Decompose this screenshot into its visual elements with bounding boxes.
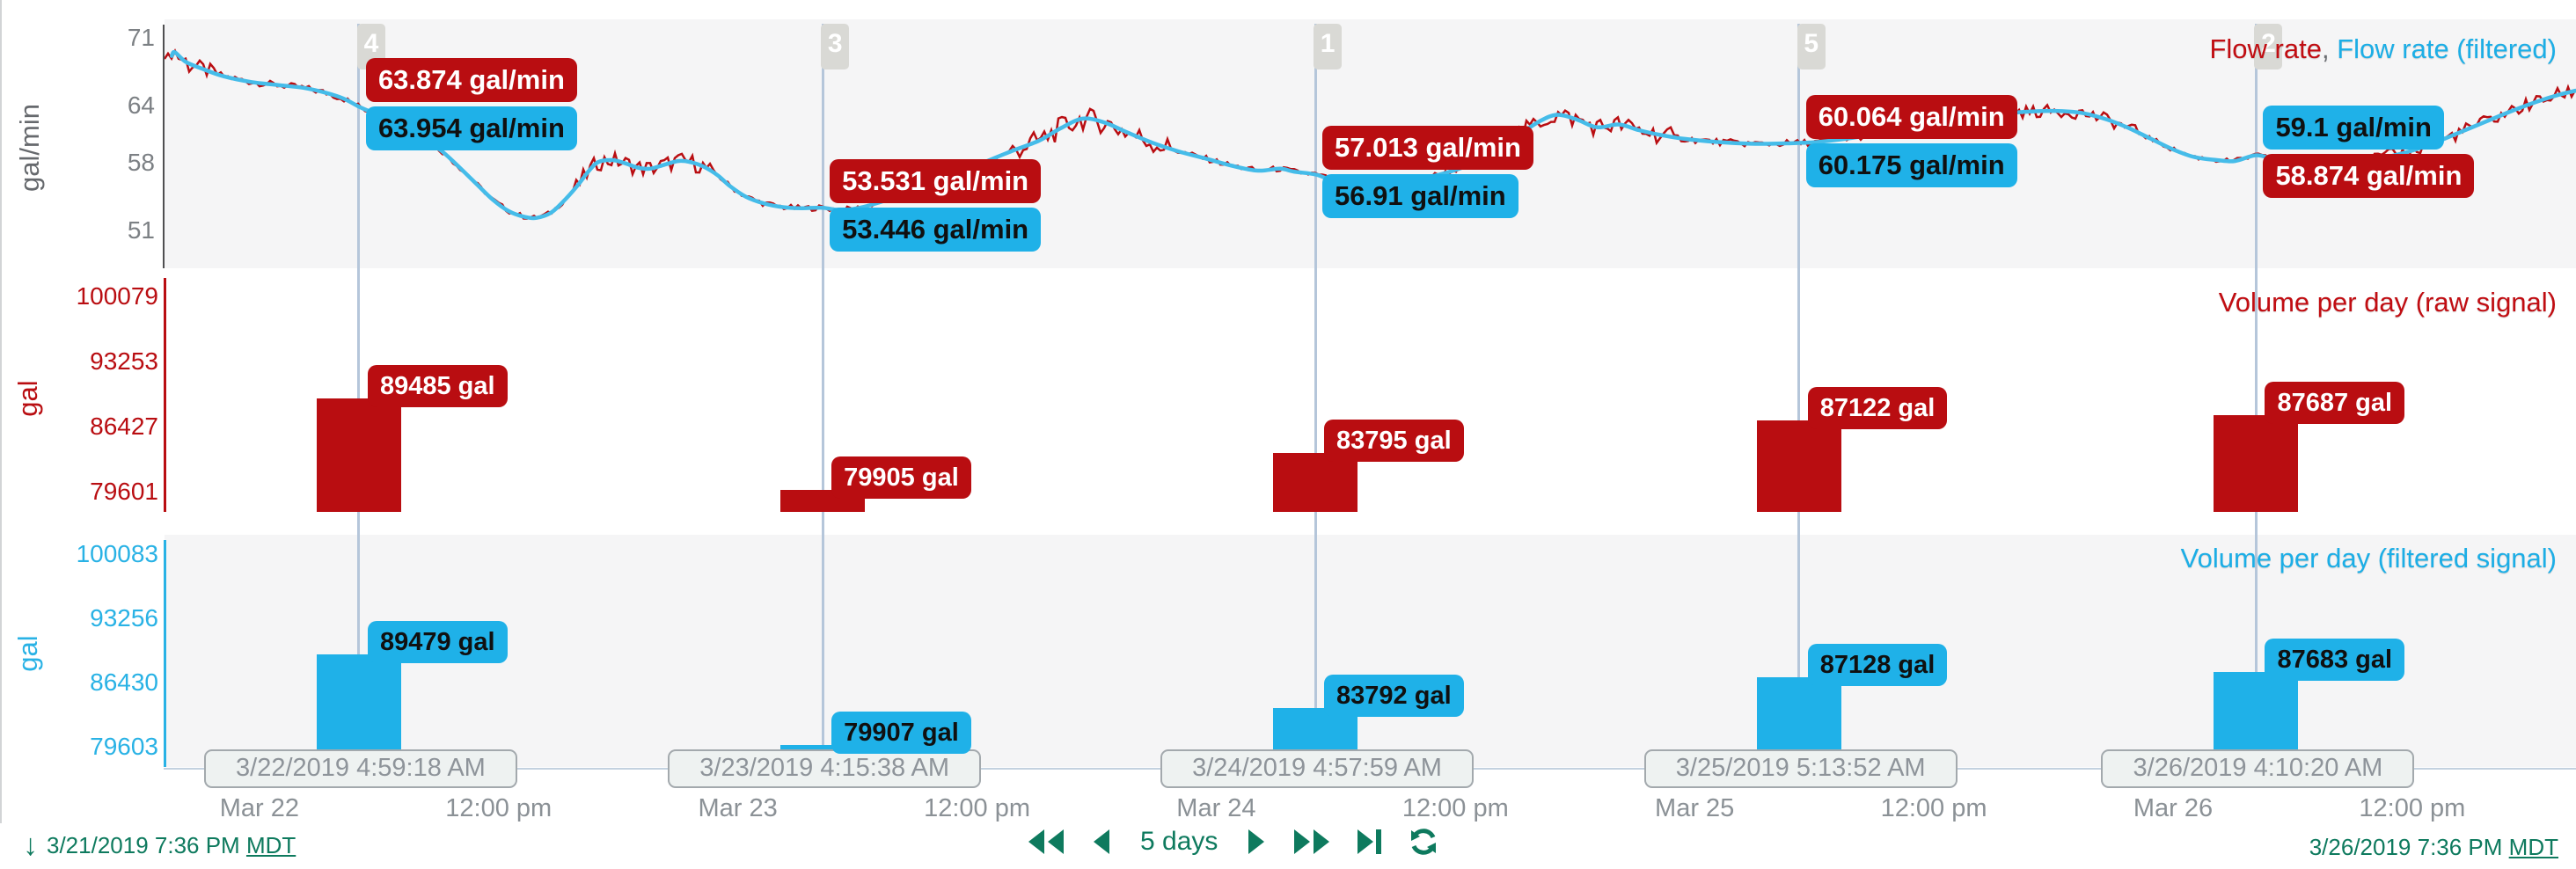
cursor-time-box: 3/25/2019 5:13:52 AM bbox=[1643, 749, 1958, 788]
volume-filtered-ytick: 79603 bbox=[90, 733, 158, 760]
flow-raw-tooltip: 63.874 gal/min bbox=[365, 58, 577, 103]
flow-ytick: 51 bbox=[127, 215, 155, 244]
volume-raw-unit-label: gal bbox=[12, 380, 43, 417]
cursor-line[interactable] bbox=[357, 24, 361, 769]
flow-raw-tooltip: 53.531 gal/min bbox=[830, 159, 1042, 204]
x-axis-noon-label: 12:00 pm bbox=[1880, 794, 1987, 822]
cursor-line[interactable] bbox=[1314, 24, 1317, 769]
cursor-line[interactable] bbox=[1797, 24, 1801, 769]
x-axis-noon-label: 12:00 pm bbox=[445, 794, 553, 822]
volume-filtered-tooltip: 83792 gal bbox=[1324, 675, 1464, 718]
volume-raw-ytick: 93253 bbox=[90, 347, 158, 375]
step-forward-button[interactable] bbox=[1248, 829, 1267, 855]
legend-volume-raw[interactable]: Volume per day (raw signal) bbox=[2218, 287, 2557, 318]
window-left-border bbox=[0, 0, 2, 869]
flow-filtered-tooltip: 53.446 gal/min bbox=[830, 208, 1042, 252]
legend-volume-filtered[interactable]: Volume per day (filtered signal) bbox=[2180, 543, 2557, 573]
window-end-timestamp: 3/26/2019 7:36 PM MDT bbox=[2309, 834, 2558, 860]
flow-filtered-tooltip: 56.91 gal/min bbox=[1322, 174, 1519, 219]
fast-forward-button[interactable] bbox=[1293, 829, 1330, 855]
x-axis-noon-label: 12:00 pm bbox=[924, 794, 1030, 822]
cursor-time-box: 3/24/2019 4:57:59 AM bbox=[1160, 749, 1475, 788]
x-axis-day-label: Mar 25 bbox=[1655, 794, 1735, 822]
volume-raw-ytick: 100079 bbox=[76, 282, 158, 310]
end-timezone-link[interactable]: MDT bbox=[2508, 834, 2558, 860]
x-axis-noon-label: 12:00 pm bbox=[1401, 794, 1509, 822]
flow-filtered-tooltip: 63.954 gal/min bbox=[365, 106, 577, 151]
volume-filtered-y-axis bbox=[164, 540, 166, 767]
volume-raw-bar[interactable] bbox=[2214, 415, 2299, 512]
cursor-time-box: 3/26/2019 4:10:20 AM bbox=[2101, 749, 2415, 788]
x-axis-day-label: Mar 23 bbox=[698, 794, 778, 822]
rewind-button[interactable] bbox=[1028, 829, 1065, 855]
volume-raw-ytick: 79601 bbox=[90, 478, 158, 505]
volume-filtered-legend: Volume per day (filtered signal) bbox=[2181, 543, 2557, 574]
time-navigation-toolbar: ↓ 3/21/2019 7:36 PM MDT 5 days bbox=[0, 823, 2576, 869]
volume-filtered-panel[interactable] bbox=[165, 535, 2576, 767]
flow-y-axis bbox=[163, 25, 165, 268]
volume-raw-tooltip: 87687 gal bbox=[2265, 382, 2405, 425]
volume-filtered-tooltip: 79907 gal bbox=[831, 711, 971, 754]
flow-raw-tooltip: 60.064 gal/min bbox=[1805, 94, 2017, 139]
x-axis-day-label: Mar 26 bbox=[2133, 794, 2214, 822]
volume-raw-legend: Volume per day (raw signal) bbox=[2219, 287, 2557, 318]
volume-raw-tooltip: 79905 gal bbox=[831, 456, 971, 499]
volume-filtered-ytick: 86430 bbox=[90, 668, 158, 696]
event-marker-badge[interactable]: 1 bbox=[1314, 24, 1343, 69]
flow-ytick: 58 bbox=[127, 149, 155, 177]
volume-filtered-ytick: 93256 bbox=[90, 604, 158, 632]
download-start-arrow-icon[interactable]: ↓ bbox=[23, 829, 38, 862]
x-axis-noon-label: 12:00 pm bbox=[2359, 794, 2466, 822]
event-marker-badge[interactable]: 5 bbox=[1797, 24, 1826, 69]
volume-raw-panel[interactable] bbox=[165, 268, 2576, 535]
volume-filtered-ytick: 100083 bbox=[76, 540, 158, 567]
cursor-line[interactable] bbox=[821, 24, 824, 769]
volume-raw-tooltip: 83795 gal bbox=[1324, 419, 1464, 462]
volume-filtered-unit-label: gal bbox=[12, 635, 43, 672]
volume-raw-bar[interactable] bbox=[1756, 420, 1841, 512]
flow-raw-tooltip: 57.013 gal/min bbox=[1322, 126, 1533, 171]
volume-raw-tooltip: 87122 gal bbox=[1807, 387, 1948, 430]
volume-raw-ytick: 86427 bbox=[90, 413, 158, 440]
skip-to-end-button[interactable] bbox=[1357, 829, 1383, 855]
cursor-time-box: 3/22/2019 4:59:18 AM bbox=[203, 749, 517, 788]
flow-filtered-tooltip: 59.1 gal/min bbox=[2263, 106, 2444, 150]
volume-raw-bar[interactable] bbox=[1273, 452, 1358, 512]
navigation-controls: 5 days bbox=[1028, 827, 1438, 857]
window-start-timestamp: 3/21/2019 7:36 PM MDT bbox=[47, 831, 296, 858]
x-axis-day-label: Mar 22 bbox=[219, 794, 300, 822]
volume-filtered-tooltip: 87683 gal bbox=[2265, 638, 2405, 681]
refresh-button[interactable] bbox=[1409, 828, 1438, 856]
flow-ytick: 71 bbox=[127, 24, 155, 51]
volume-raw-y-axis bbox=[164, 278, 166, 512]
volume-filtered-tooltip: 89479 gal bbox=[367, 621, 508, 664]
step-back-button[interactable] bbox=[1091, 829, 1110, 855]
legend-flow-rate[interactable]: Flow rate bbox=[2209, 33, 2322, 64]
cursor-time-box: 3/23/2019 4:15:38 AM bbox=[668, 749, 982, 788]
volume-raw-bar[interactable] bbox=[316, 398, 401, 512]
volume-raw-tooltip: 89485 gal bbox=[367, 364, 508, 407]
flow-ytick: 64 bbox=[127, 91, 155, 119]
event-marker-badge[interactable]: 3 bbox=[821, 24, 850, 69]
flow-raw-tooltip: 58.874 gal/min bbox=[2263, 154, 2475, 199]
volume-filtered-tooltip: 87128 gal bbox=[1807, 643, 1948, 686]
legend-separator: , bbox=[2321, 33, 2338, 64]
start-timezone-link[interactable]: MDT bbox=[245, 831, 296, 858]
cursor-line[interactable] bbox=[2254, 24, 2258, 769]
legend-flow-rate-filtered[interactable]: Flow rate (filtered) bbox=[2337, 33, 2557, 64]
time-range-label[interactable]: 5 days bbox=[1140, 827, 1218, 856]
volume-filtered-bar[interactable] bbox=[316, 654, 401, 767]
x-axis-day-label: Mar 24 bbox=[1176, 794, 1256, 822]
flow-filtered-tooltip: 60.175 gal/min bbox=[1805, 142, 2017, 187]
flow-legend: Flow rate, Flow rate (filtered) bbox=[2209, 33, 2557, 65]
